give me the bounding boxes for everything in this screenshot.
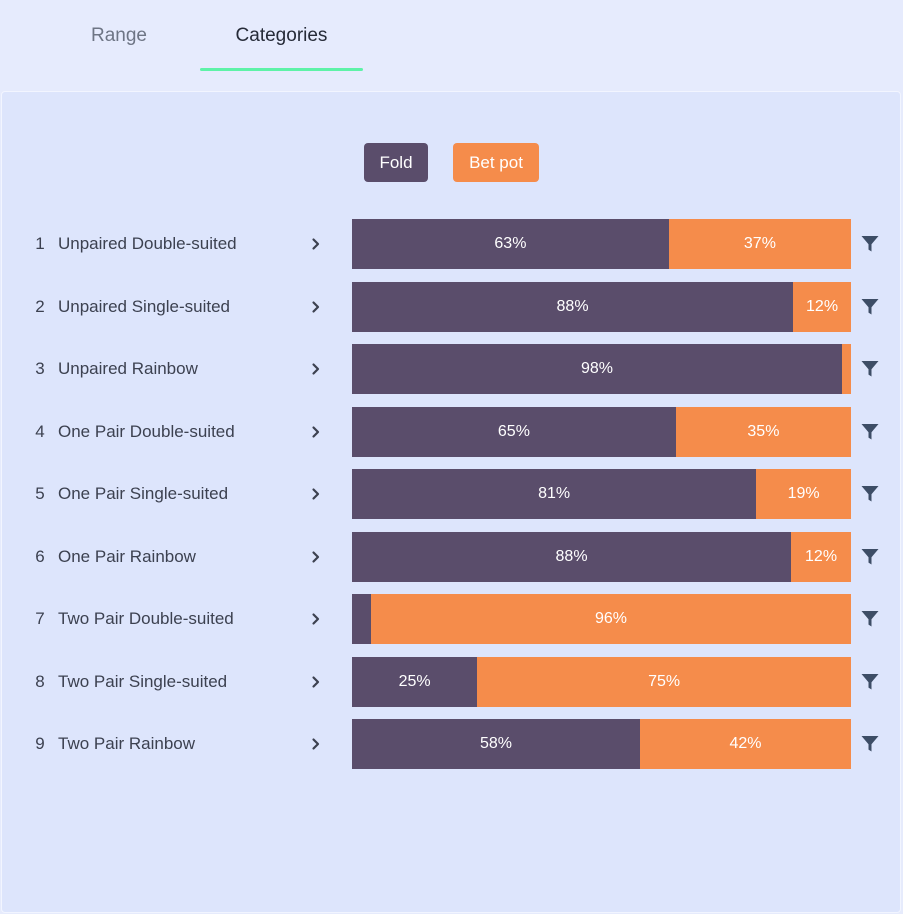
category-label: Two Pair Single-suited xyxy=(58,671,228,691)
category-row: 5 One Pair Single-suited 81% 19% xyxy=(0,469,903,519)
filter-icon[interactable] xyxy=(860,422,880,442)
action-frequency-bar: 65% 35% xyxy=(352,406,851,457)
fold-segment: 98% xyxy=(352,344,843,394)
category-row: 1 Unpaired Double-suited 63% 37% xyxy=(0,219,903,269)
action-frequency-bar: 88% 12% xyxy=(352,531,851,582)
action-legend: Fold Bet pot xyxy=(0,143,903,182)
category-label: One Pair Double-suited xyxy=(58,421,235,441)
category-label: Unpaired Double-suited xyxy=(58,234,237,253)
legend-fold-button[interactable]: Fold xyxy=(364,143,428,182)
bet-pot-segment: 75% xyxy=(477,656,851,707)
action-frequency-bar: 25% 75% xyxy=(352,656,851,707)
fold-segment: 63% xyxy=(352,219,669,269)
filter-icon[interactable] xyxy=(860,359,880,379)
bet-pot-segment: 12% xyxy=(793,281,851,332)
chevron-right-icon[interactable] xyxy=(306,609,326,629)
category-row: 9 Two Pair Rainbow 58% 42% xyxy=(0,719,903,769)
legend-bet-pot-button[interactable]: Bet pot xyxy=(453,143,539,182)
category-row: 6 One Pair Rainbow 88% 12% xyxy=(0,531,903,582)
chevron-right-icon[interactable] xyxy=(306,547,326,567)
chevron-right-icon[interactable] xyxy=(306,359,326,379)
category-label: One Pair Rainbow xyxy=(58,546,196,566)
category-index: 7 xyxy=(35,609,45,628)
category-label: Two Pair Double-suited xyxy=(58,609,234,628)
fold-segment: 25% xyxy=(352,656,478,707)
tab-range[interactable]: Range xyxy=(91,25,147,46)
bet-pot-segment xyxy=(842,344,851,394)
bet-pot-segment: 19% xyxy=(756,469,851,519)
category-row: 4 One Pair Double-suited 65% 35% xyxy=(0,406,903,457)
chevron-right-icon[interactable] xyxy=(306,297,326,317)
fold-segment: 65% xyxy=(352,406,676,457)
category-label: Unpaired Single-suited xyxy=(58,296,230,316)
chevron-right-icon[interactable] xyxy=(306,422,326,442)
bet-pot-segment: 35% xyxy=(675,406,851,457)
bet-pot-segment: 42% xyxy=(639,719,851,769)
category-index: 5 xyxy=(35,484,45,503)
category-index: 6 xyxy=(35,546,45,566)
category-index: 1 xyxy=(35,234,45,253)
active-tab-indicator xyxy=(200,68,363,71)
filter-icon[interactable] xyxy=(860,234,880,254)
chevron-right-icon[interactable] xyxy=(306,234,326,254)
bet-pot-segment: 37% xyxy=(668,219,851,269)
category-list: 1 Unpaired Double-suited 63% 37% 2 Unpai… xyxy=(0,219,903,782)
action-frequency-bar: 81% 19% xyxy=(352,469,851,519)
action-frequency-bar: 96% xyxy=(352,594,851,644)
category-label: One Pair Single-suited xyxy=(58,484,229,503)
action-frequency-bar: 63% 37% xyxy=(352,219,851,269)
chevron-right-icon[interactable] xyxy=(306,484,326,504)
filter-icon[interactable] xyxy=(860,734,880,754)
fold-segment: 88% xyxy=(352,281,794,332)
fold-segment: 58% xyxy=(352,719,640,769)
bet-pot-segment: 12% xyxy=(791,531,851,582)
chevron-right-icon[interactable] xyxy=(306,672,326,692)
filter-icon[interactable] xyxy=(860,297,880,317)
action-frequency-bar: 58% 42% xyxy=(352,719,851,769)
category-row: 3 Unpaired Rainbow 98% xyxy=(0,344,903,394)
category-index: 9 xyxy=(35,734,45,753)
filter-icon[interactable] xyxy=(860,609,880,629)
fold-segment: 81% xyxy=(352,469,757,519)
tab-categories[interactable]: Categories xyxy=(235,25,328,46)
bet-pot-segment: 96% xyxy=(370,594,851,644)
category-row: 2 Unpaired Single-suited 88% 12% xyxy=(0,281,903,332)
fold-segment xyxy=(352,594,371,644)
filter-icon[interactable] xyxy=(860,672,880,692)
category-index: 8 xyxy=(35,671,45,691)
category-label: Two Pair Rainbow xyxy=(58,734,196,753)
filter-icon[interactable] xyxy=(860,484,880,504)
category-index: 4 xyxy=(35,421,45,441)
category-label: Unpaired Rainbow xyxy=(58,359,198,378)
category-row: 8 Two Pair Single-suited 25% 75% xyxy=(0,656,903,707)
filter-icon[interactable] xyxy=(860,547,880,567)
action-frequency-bar: 98% xyxy=(352,344,851,394)
tab-bar: Range Categories xyxy=(0,0,903,90)
chevron-right-icon[interactable] xyxy=(306,734,326,754)
fold-segment: 88% xyxy=(352,531,792,582)
action-frequency-bar: 88% 12% xyxy=(352,281,851,332)
category-row: 7 Two Pair Double-suited 96% xyxy=(0,594,903,644)
category-index: 2 xyxy=(35,296,45,316)
category-index: 3 xyxy=(35,359,45,378)
